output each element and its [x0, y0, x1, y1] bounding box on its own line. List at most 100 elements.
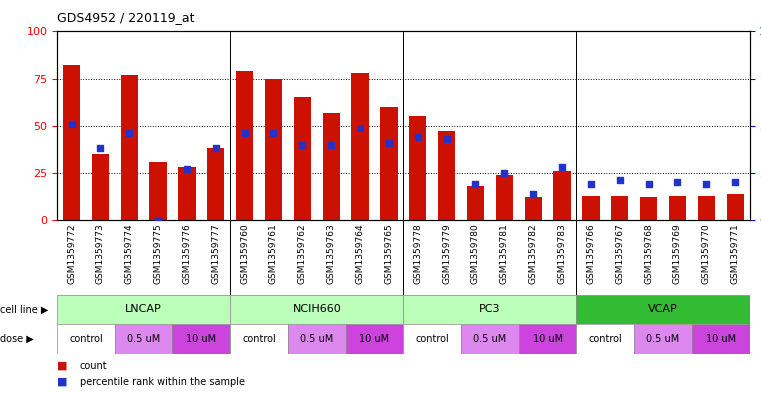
Point — [441, 136, 453, 142]
Text: GDS4952 / 220119_at: GDS4952 / 220119_at — [57, 11, 195, 24]
Point — [556, 164, 568, 171]
Bar — [230, 324, 288, 354]
Point — [238, 130, 250, 136]
Point — [700, 181, 712, 187]
Bar — [352, 73, 368, 220]
Text: GSM1359783: GSM1359783 — [558, 223, 566, 284]
Point — [210, 145, 222, 152]
Bar — [495, 175, 513, 220]
Bar — [403, 324, 461, 354]
Text: GSM1359775: GSM1359775 — [154, 223, 163, 284]
Bar — [345, 324, 403, 354]
Bar — [230, 295, 403, 324]
Bar — [466, 186, 484, 220]
Bar — [63, 65, 80, 220]
Bar — [115, 324, 173, 354]
Point — [613, 177, 626, 184]
Point — [65, 121, 78, 127]
Bar — [288, 324, 345, 354]
Text: 10 uM: 10 uM — [186, 334, 216, 344]
Text: GSM1359782: GSM1359782 — [529, 223, 538, 284]
Text: LNCAP: LNCAP — [126, 305, 162, 314]
Text: ■: ■ — [57, 377, 68, 387]
Bar — [727, 194, 743, 220]
Text: 0.5 uM: 0.5 uM — [300, 334, 333, 344]
Point — [152, 217, 164, 223]
Bar — [698, 196, 715, 220]
Bar — [577, 324, 634, 354]
Text: GSM1359760: GSM1359760 — [240, 223, 249, 284]
Bar — [380, 107, 397, 220]
Bar — [640, 197, 658, 220]
Bar — [577, 295, 750, 324]
Text: 10 uM: 10 uM — [705, 334, 736, 344]
Text: GSM1359763: GSM1359763 — [326, 223, 336, 284]
Bar — [91, 154, 109, 220]
Point — [527, 191, 540, 197]
Bar — [553, 171, 571, 220]
Bar — [409, 116, 426, 220]
Text: GSM1359779: GSM1359779 — [442, 223, 451, 284]
Text: GSM1359765: GSM1359765 — [384, 223, 393, 284]
Text: VCAP: VCAP — [648, 305, 678, 314]
Point — [470, 181, 482, 187]
Point — [94, 145, 107, 152]
Text: 0.5 uM: 0.5 uM — [127, 334, 161, 344]
Point — [584, 181, 597, 187]
Bar — [120, 75, 138, 220]
Point — [123, 130, 135, 136]
Text: control: control — [242, 334, 276, 344]
Text: control: control — [588, 334, 622, 344]
Bar — [524, 197, 542, 220]
Point — [181, 166, 193, 172]
Text: GSM1359781: GSM1359781 — [500, 223, 509, 284]
Text: count: count — [80, 361, 107, 371]
Point — [296, 141, 308, 148]
Text: GSM1359778: GSM1359778 — [413, 223, 422, 284]
Text: GSM1359769: GSM1359769 — [673, 223, 682, 284]
Text: PC3: PC3 — [479, 305, 501, 314]
Bar — [178, 167, 196, 220]
Bar — [634, 324, 692, 354]
Point — [383, 140, 395, 146]
Text: 10 uM: 10 uM — [359, 334, 390, 344]
Text: GSM1359771: GSM1359771 — [731, 223, 740, 284]
Bar — [611, 196, 629, 220]
Bar — [323, 112, 340, 220]
Text: GSM1359770: GSM1359770 — [702, 223, 711, 284]
Text: GSM1359768: GSM1359768 — [644, 223, 653, 284]
Bar — [438, 131, 455, 220]
Point — [642, 181, 654, 187]
Point — [354, 125, 366, 131]
Bar — [149, 162, 167, 220]
Text: GSM1359773: GSM1359773 — [96, 223, 105, 284]
Bar — [265, 79, 282, 220]
Text: GSM1359767: GSM1359767 — [615, 223, 624, 284]
Text: GSM1359766: GSM1359766 — [587, 223, 595, 284]
Text: GSM1359777: GSM1359777 — [212, 223, 220, 284]
Bar — [669, 196, 686, 220]
Bar — [582, 196, 600, 220]
Point — [671, 179, 683, 185]
Text: GSM1359761: GSM1359761 — [269, 223, 278, 284]
Text: dose ▶: dose ▶ — [0, 334, 33, 344]
Bar — [57, 324, 115, 354]
Text: control: control — [69, 334, 103, 344]
Text: cell line ▶: cell line ▶ — [0, 305, 49, 314]
Text: NCIH660: NCIH660 — [292, 305, 341, 314]
Bar — [57, 295, 230, 324]
Point — [498, 170, 511, 176]
Point — [412, 134, 424, 140]
Text: GSM1359772: GSM1359772 — [67, 223, 76, 284]
Bar — [207, 149, 224, 220]
Text: 0.5 uM: 0.5 uM — [646, 334, 680, 344]
Text: GSM1359776: GSM1359776 — [183, 223, 192, 284]
Text: ■: ■ — [57, 361, 68, 371]
Bar — [294, 97, 311, 220]
Point — [729, 179, 741, 185]
Text: percentile rank within the sample: percentile rank within the sample — [80, 377, 245, 387]
Bar — [236, 71, 253, 220]
Point — [325, 141, 337, 148]
Bar — [692, 324, 750, 354]
Text: GSM1359764: GSM1359764 — [355, 223, 365, 284]
